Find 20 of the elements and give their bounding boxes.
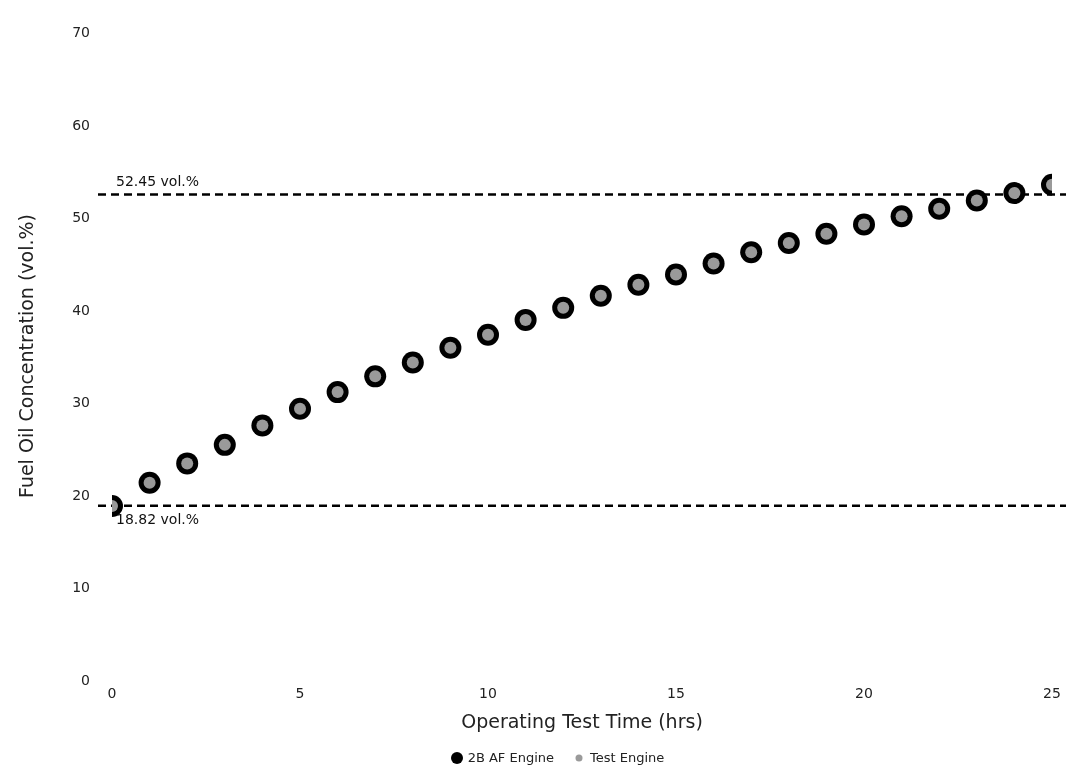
x-tick-label: 15: [667, 684, 685, 701]
legend-label: Test Engine: [589, 750, 665, 765]
y-axis-title: Fuel Oil Concentration (vol.%): [14, 213, 37, 499]
ref-line-label: 18.82 vol.%: [116, 510, 200, 527]
legend-label: 2B AF Engine: [466, 750, 555, 765]
y-tick-label: 30: [72, 394, 90, 411]
x-tick-label: 25: [1043, 684, 1061, 701]
y-tick-label: 60: [72, 116, 90, 133]
y-tick-label: 20: [72, 486, 90, 503]
y-tick-label: 40: [72, 301, 90, 318]
x-tick-label: 0: [107, 684, 117, 701]
x-tick-label: 10: [479, 684, 497, 701]
x-tick-label: 20: [855, 684, 873, 701]
y-tick-label: 10: [72, 579, 90, 596]
ref-line-label: 52.45 vol.%: [116, 173, 200, 190]
y-tick-label: 0: [81, 671, 90, 688]
x-axis-title: Operating Test Time (hrs): [461, 710, 703, 732]
x-tick-label: 5: [295, 684, 305, 701]
y-tick-label: 50: [72, 209, 90, 226]
y-tick-label: 70: [72, 23, 90, 40]
